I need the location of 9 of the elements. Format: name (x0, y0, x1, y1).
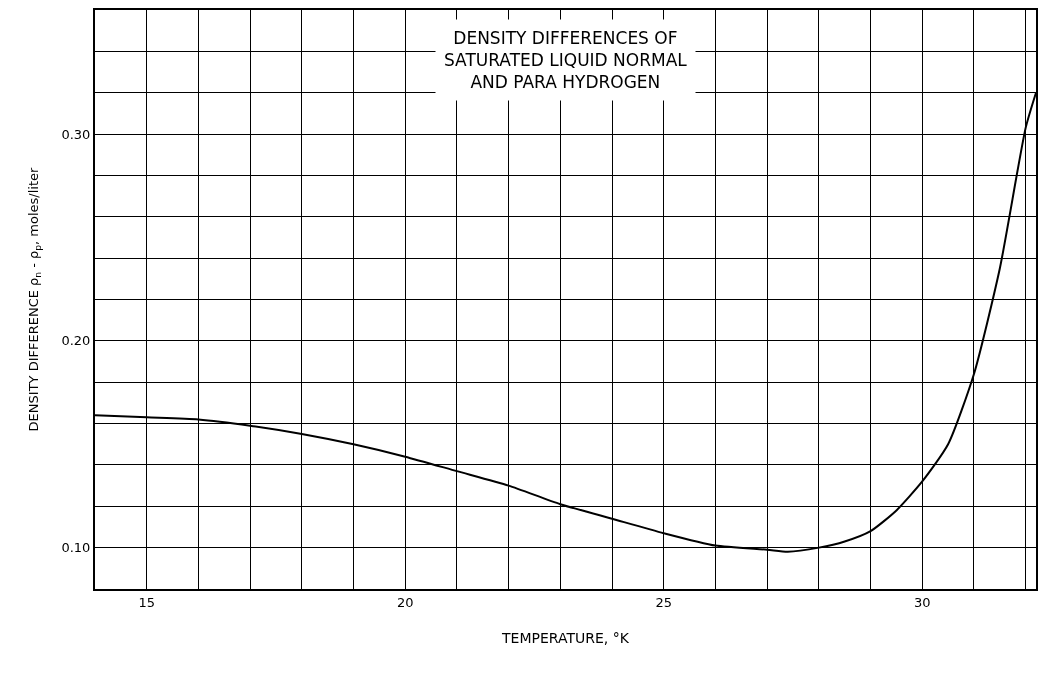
x-tick-label: 15 (138, 594, 155, 610)
x-tick-label: 20 (396, 594, 414, 610)
y-tick-label: 0.20 (61, 333, 91, 349)
y-tick-label: 0.30 (61, 126, 91, 142)
x-tick-label: 30 (913, 594, 931, 610)
y-tick-label: 0.10 (61, 540, 91, 556)
x-axis-title: TEMPERATURE, °K (501, 630, 630, 647)
x-tick-label: 25 (655, 594, 673, 610)
text: DENSITY DIFFERENCES OF SATURATED LIQUID NORMAL AND PARA HYDROGEN (444, 28, 688, 93)
